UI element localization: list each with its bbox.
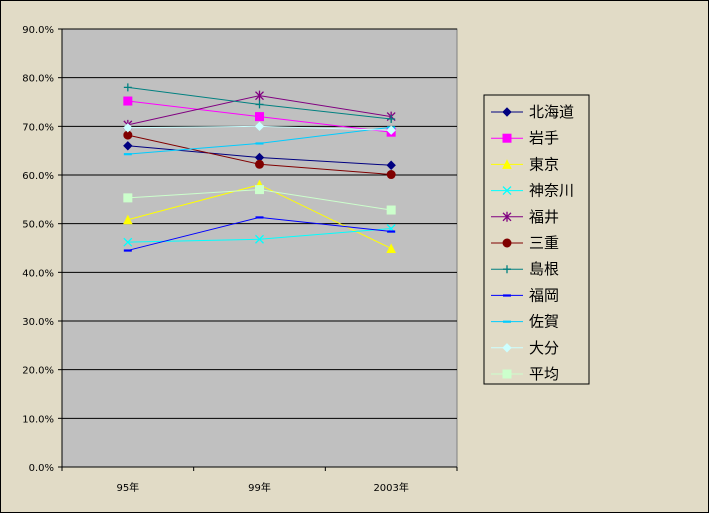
- data-point: [123, 193, 133, 203]
- legend-item: 東京: [491, 155, 559, 173]
- data-point: [123, 141, 133, 151]
- x-tick-label: 95年: [116, 481, 139, 494]
- legend-item: 平均: [491, 365, 559, 383]
- data-point: [255, 142, 264, 145]
- legend-item: 三重: [491, 234, 559, 252]
- data-point: [123, 153, 132, 156]
- data-point: [123, 96, 133, 106]
- data-point: [255, 100, 264, 109]
- data-point: [123, 83, 132, 92]
- data-point: [254, 121, 265, 132]
- legend-label: 北海道: [529, 103, 574, 121]
- series: [123, 216, 396, 252]
- legend-marker: [502, 186, 512, 196]
- legend-label: 島根: [529, 260, 559, 278]
- legend-item: 北海道: [491, 103, 574, 121]
- series: [123, 141, 396, 170]
- y-tick-label: 60.0%: [22, 171, 54, 182]
- legend-label: 福岡: [529, 286, 559, 304]
- legend-item: 大分: [491, 339, 559, 357]
- data-point: [255, 234, 264, 244]
- legend-marker: [503, 320, 511, 323]
- data-point: [387, 230, 396, 233]
- legend-marker: [502, 133, 512, 143]
- data-point: [255, 159, 264, 169]
- legend-label: 神奈川: [529, 182, 574, 200]
- y-tick-label: 20.0%: [22, 366, 54, 377]
- legend-label: 東京: [529, 155, 559, 173]
- legend-item: 神奈川: [491, 182, 574, 200]
- data-point: [386, 160, 396, 170]
- data-point: [255, 90, 264, 101]
- legend-label: 佐賀: [529, 313, 559, 331]
- data-point: [386, 243, 396, 253]
- data-point: [255, 216, 264, 219]
- data-point: [123, 249, 132, 252]
- data-point: [255, 112, 264, 122]
- x-tick-label: 99年: [248, 481, 271, 494]
- y-tick-label: 40.0%: [22, 268, 54, 279]
- series: [123, 130, 396, 180]
- series: [123, 185, 396, 215]
- legend-item: 岩手: [491, 129, 559, 147]
- data-point: [123, 214, 133, 225]
- data-point: [386, 125, 396, 135]
- data-point: [387, 115, 396, 124]
- legend-marker: [502, 238, 512, 248]
- legend-marker: [502, 369, 512, 379]
- series-layer: [123, 83, 396, 253]
- y-tick-label: 80.0%: [22, 74, 54, 85]
- y-tick-label: 70.0%: [22, 122, 54, 133]
- legend-label: 岩手: [529, 129, 559, 147]
- legend-marker: [503, 265, 511, 274]
- x-axis-ticks: 95年 99年 2003年: [61, 467, 458, 494]
- legend-item: 福井: [491, 208, 559, 226]
- data-point: [386, 205, 396, 215]
- legend-label: 福井: [529, 208, 559, 226]
- y-tick-label: 10.0%: [22, 414, 54, 425]
- legend-marker: [502, 107, 512, 117]
- y-axis-ticks: 0.0% 10.0% 20.0% 30.0% 40.0% 50.0% 60.0% 70.0% 8…: [22, 25, 62, 474]
- legend-label: 平均: [529, 365, 559, 383]
- legend-item: 福岡: [491, 286, 559, 304]
- legend-label: 三重: [529, 234, 559, 252]
- legend-item: 佐賀: [491, 313, 559, 331]
- legend-item: 島根: [491, 260, 559, 278]
- legend-marker: [503, 294, 511, 297]
- legend-label: 大分: [529, 339, 559, 357]
- data-point: [123, 237, 133, 247]
- legend-marker: [502, 211, 512, 222]
- y-tick-label: 50.0%: [22, 220, 54, 231]
- series: [123, 121, 396, 135]
- legend-box: [483, 94, 590, 385]
- x-tick-label: 2003年: [373, 481, 408, 494]
- series: [123, 83, 396, 124]
- data-point: [123, 123, 133, 133]
- y-tick-label: 90.0%: [22, 25, 54, 36]
- legend-marker: [502, 159, 512, 169]
- data-point: [255, 185, 264, 195]
- data-point: [386, 170, 396, 180]
- y-tick-label: 0.0%: [29, 463, 54, 474]
- y-tick-label: 30.0%: [22, 317, 54, 328]
- legend-marker: [502, 343, 512, 353]
